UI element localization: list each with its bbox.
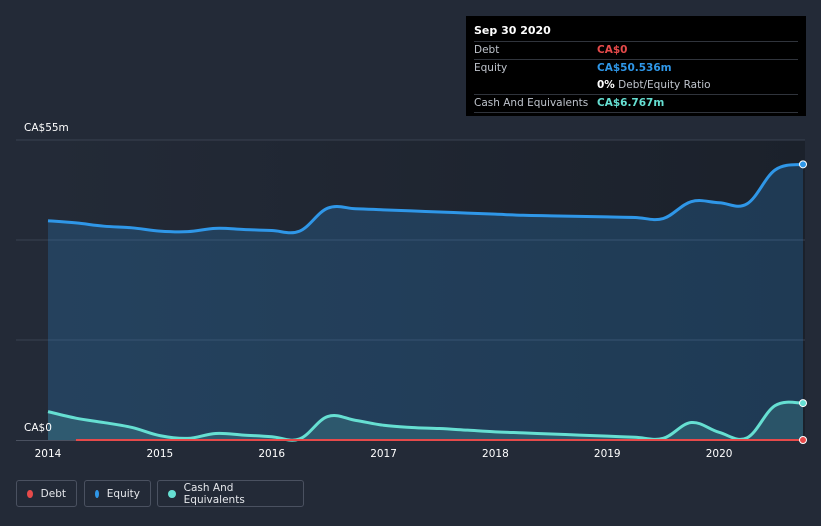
tooltip-row-cash: Cash And Equivalents CA$6.767m (474, 94, 798, 113)
equity-line (47, 162, 804, 235)
equity-dot-icon (95, 489, 99, 498)
legend-item-equity[interactable]: Equity (84, 480, 151, 507)
legend-cash-label: Cash And Equivalents (183, 481, 245, 506)
tooltip-date: Sep 30 2020 (474, 24, 551, 37)
legend-debt-label: Debt (40, 487, 66, 500)
tooltip-row-ratio: 0% Debt/Equity Ratio (474, 77, 798, 94)
y-axis-top-label: CA$55m (24, 122, 69, 134)
debt-dot-icon (27, 489, 33, 498)
legend-item-debt[interactable]: Debt (16, 480, 77, 507)
tooltip-equity-value: CA$50.536m (597, 62, 672, 74)
tooltip-panel: Sep 30 2020 Debt CA$0 Equity CA$50.536m … (466, 16, 806, 116)
x-tick-label: 2017 (370, 448, 397, 460)
x-tick-label: 2018 (482, 448, 509, 460)
tooltip-ratio-text: Debt/Equity Ratio (618, 79, 711, 91)
x-tick-label: 2016 (258, 448, 285, 460)
equity-area (48, 164, 803, 440)
plot-background (48, 140, 805, 440)
tooltip-ratio-value: 0% (597, 79, 615, 91)
cash-dot-icon (168, 489, 176, 498)
legend-item-cash[interactable]: Cash And Equivalents (157, 480, 304, 507)
tooltip-equity-label: Equity (474, 62, 508, 74)
x-tick-label: 2019 (594, 448, 621, 460)
cash-and-equivalents-end-marker (799, 399, 807, 408)
legend-equity-label: Equity (106, 487, 140, 500)
cash-and-equivalents-line (47, 400, 804, 442)
tooltip-row-debt: Debt CA$0 (474, 41, 798, 59)
x-tick-label: 2014 (35, 448, 62, 460)
x-tick-label: 2015 (146, 448, 173, 460)
y-axis-bottom-label: CA$0 (24, 422, 52, 434)
equity-end-marker (799, 160, 807, 169)
x-tick-label: 2020 (706, 448, 733, 460)
tooltip-debt-value: CA$0 (597, 44, 628, 56)
tooltip-cash-label: Cash And Equivalents (474, 97, 589, 109)
tooltip-ratio-label (474, 77, 597, 94)
tooltip-cash-value: CA$6.767m (597, 97, 665, 109)
tooltip-debt-label: Debt (474, 44, 500, 56)
tooltip-row-equity: Equity CA$50.536m (474, 59, 798, 77)
debt-end-marker (799, 436, 807, 444)
